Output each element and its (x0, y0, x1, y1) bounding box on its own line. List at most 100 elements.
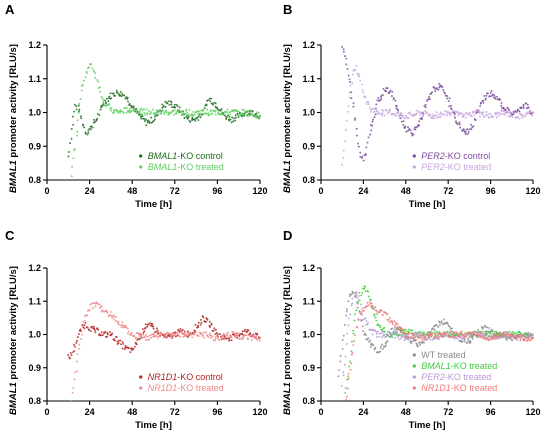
data-point (109, 331, 111, 334)
data-point (516, 339, 519, 341)
legend-label-gene: BMAL1 (421, 361, 451, 371)
data-point (368, 341, 371, 343)
data-point (126, 96, 129, 99)
data-point (126, 327, 129, 330)
data-point (190, 332, 193, 335)
legend-label-rest: -KO treated (177, 383, 224, 393)
data-point (73, 110, 76, 113)
data-point (101, 309, 104, 312)
legend-marker (412, 154, 416, 158)
data-point (113, 111, 115, 114)
data-point (77, 104, 80, 107)
data-point (358, 299, 361, 302)
data-point (378, 112, 381, 115)
data-point (401, 115, 404, 118)
data-point (143, 336, 146, 339)
data-point (493, 335, 496, 338)
data-point (437, 326, 440, 328)
data-point (155, 335, 158, 338)
data-point (380, 310, 383, 312)
data-point (175, 103, 178, 106)
data-point (415, 334, 418, 337)
data-point (140, 107, 143, 110)
data-point (383, 334, 386, 337)
data-point (192, 333, 195, 336)
data-point (130, 334, 133, 337)
data-point (355, 64, 358, 67)
data-point (108, 97, 111, 100)
data-point (475, 110, 477, 112)
data-point (437, 116, 440, 118)
data-point (157, 337, 160, 339)
data-point (130, 331, 133, 334)
data-point (356, 296, 359, 299)
data-point (403, 336, 405, 339)
data-point (430, 334, 433, 337)
data-point (109, 311, 112, 313)
data-point (502, 110, 505, 112)
data-point (168, 332, 171, 335)
legend-label: NR1D1-KO treated (421, 383, 497, 393)
data-point (526, 112, 529, 115)
data-point (362, 309, 365, 312)
data-point (72, 123, 75, 126)
data-point (256, 337, 259, 340)
data-point (145, 108, 148, 111)
x-tick-label: 120 (525, 186, 540, 196)
data-point (382, 93, 384, 96)
y-tick-label: 0.8 (302, 175, 315, 185)
data-point (452, 331, 455, 334)
data-point (377, 311, 380, 314)
y-axis-title: BMAL1 promoter activity [RLU/s] (282, 44, 293, 193)
data-point (89, 303, 92, 306)
data-point (249, 333, 251, 336)
data-point (370, 305, 373, 308)
data-point (162, 105, 165, 107)
data-point (350, 350, 353, 353)
data-point (67, 354, 70, 356)
data-point (138, 113, 141, 116)
data-point (116, 91, 119, 94)
data-point (144, 113, 147, 116)
data-point (71, 165, 74, 168)
data-point (527, 338, 530, 341)
data-point (418, 120, 421, 123)
data-point (419, 337, 422, 339)
data-point (145, 338, 147, 341)
data-point (105, 97, 108, 100)
data-point (342, 371, 345, 374)
data-point (202, 331, 205, 334)
data-point (379, 324, 381, 327)
data-point (507, 335, 510, 338)
data-point (351, 82, 354, 85)
data-point (470, 123, 473, 126)
data-point (508, 110, 511, 113)
data-point (160, 111, 163, 114)
data-point (356, 134, 358, 137)
legend-label-rest: -KO control (445, 151, 491, 161)
data-point (140, 336, 143, 339)
data-point (373, 110, 376, 113)
x-tick-label: 48 (401, 186, 411, 196)
data-point (401, 335, 404, 338)
data-point (143, 108, 146, 111)
data-point (451, 335, 453, 338)
y-axis-title-gene: BMAL1 (282, 382, 293, 415)
data-point (195, 330, 197, 333)
data-point (345, 314, 348, 317)
data-point (101, 97, 104, 100)
data-point (391, 336, 394, 339)
data-point (446, 95, 449, 97)
data-point (142, 331, 145, 334)
data-point (354, 296, 357, 299)
data-point (122, 342, 125, 345)
data-point (121, 340, 124, 343)
data-point (152, 325, 155, 328)
data-point (234, 333, 237, 336)
data-point (358, 75, 361, 78)
data-point (366, 338, 369, 341)
data-point (378, 311, 381, 314)
data-point (356, 72, 359, 75)
data-point (84, 132, 87, 135)
